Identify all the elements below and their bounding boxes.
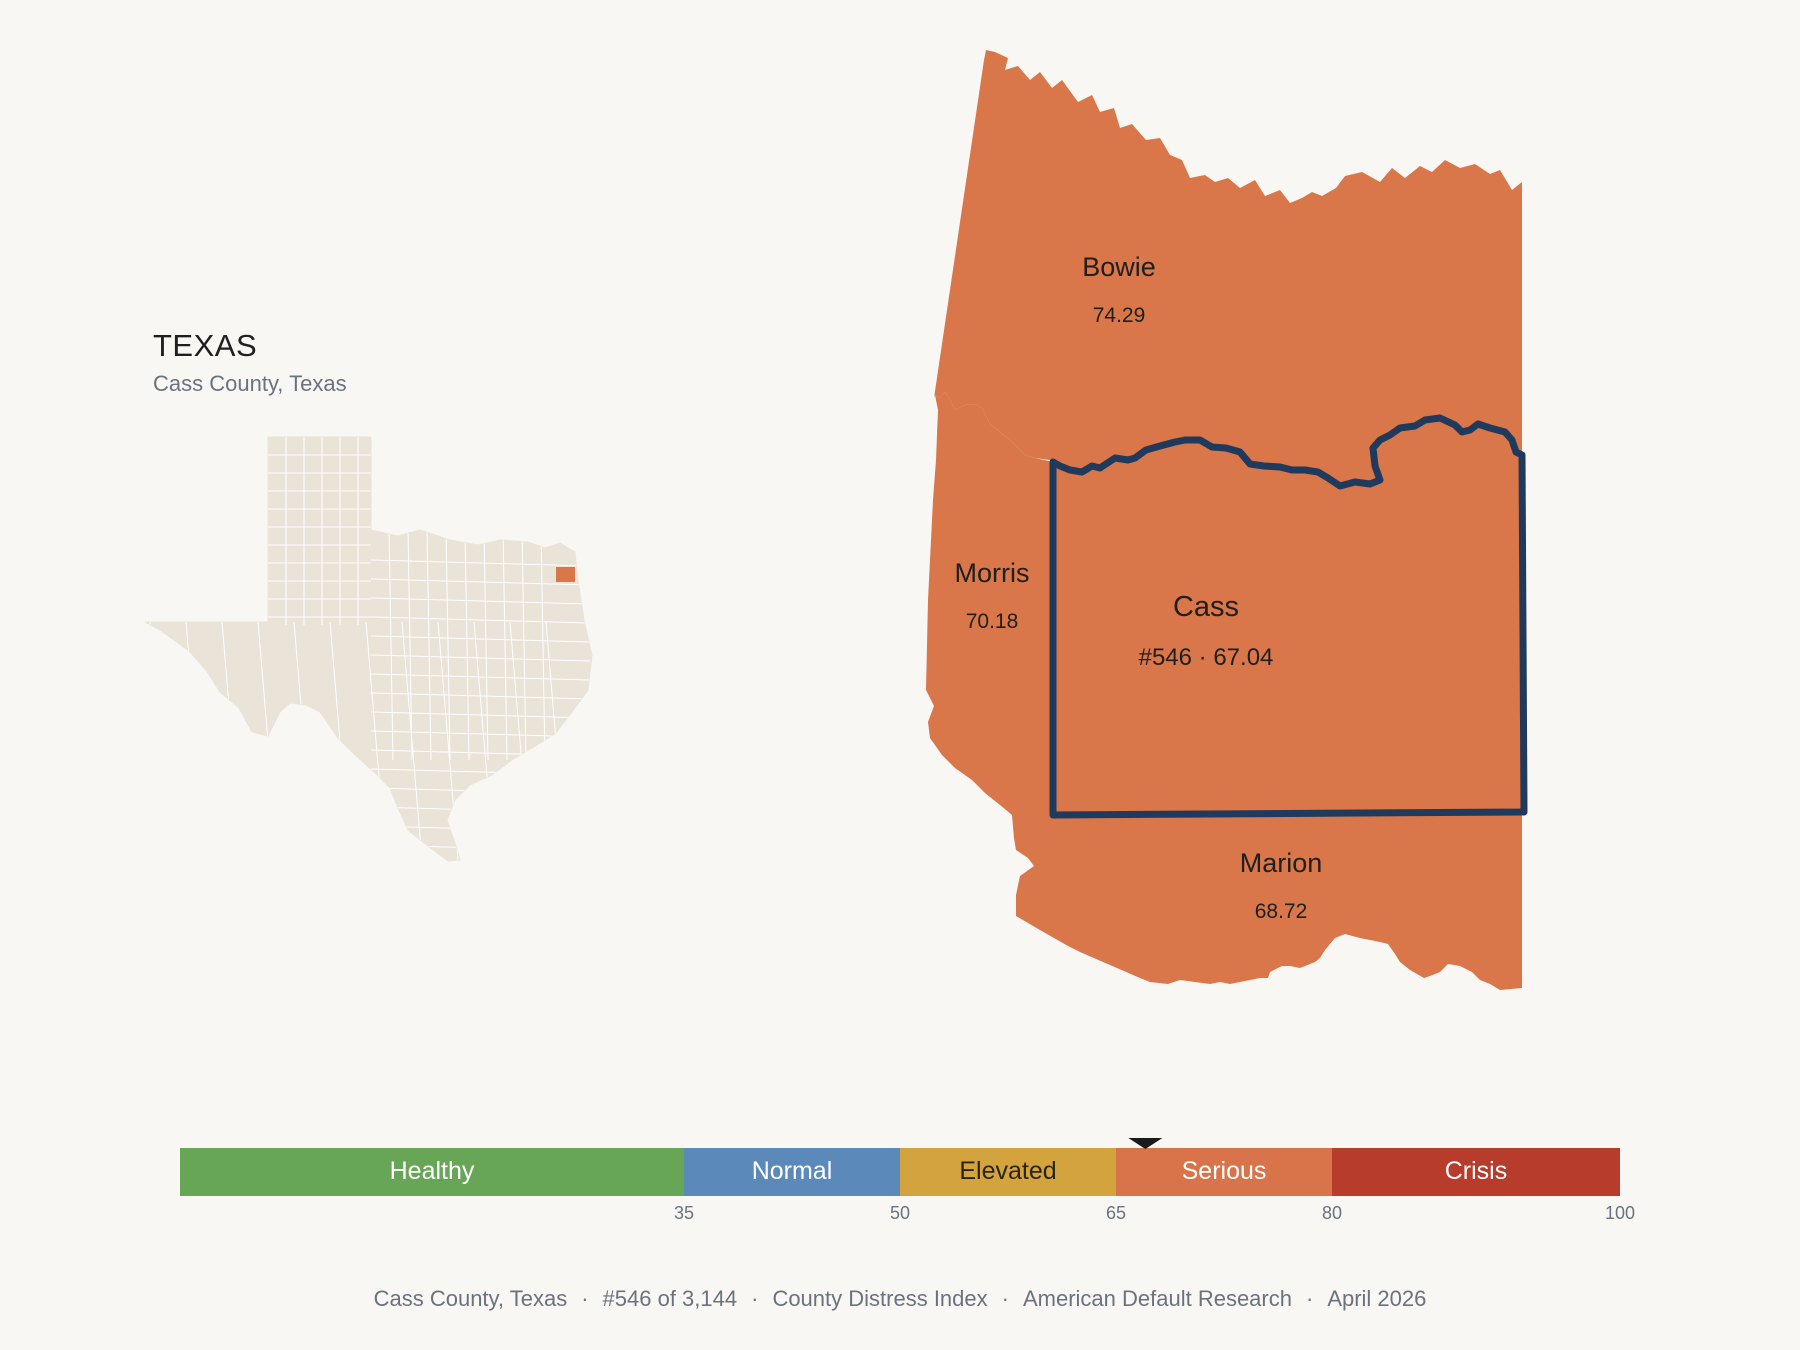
bowie-value-label: 74.29 <box>1093 304 1146 327</box>
scale-band-label: Crisis <box>1445 1157 1508 1185</box>
county-border-line <box>370 844 591 852</box>
marion-name-label: Marion <box>1240 848 1323 878</box>
footer-date: April 2026 <box>1327 1286 1427 1311</box>
county-border-line <box>370 635 591 643</box>
distress-scale-legend: Healthy Normal Elevated Serious Crisis 35 50 65… <box>180 1138 1635 1223</box>
scale-band-healthy <box>180 1148 684 1196</box>
scale-tick-label: 65 <box>1106 1203 1126 1223</box>
bowie-name-label: Bowie <box>1082 252 1156 282</box>
scale-band-label: Serious <box>1182 1157 1267 1185</box>
scale-tick-label: 35 <box>674 1203 694 1223</box>
scale-band-normal <box>684 1148 900 1196</box>
scale-band-label: Elevated <box>959 1157 1056 1185</box>
scale-tick-label: 100 <box>1605 1203 1635 1223</box>
county-border-line <box>483 529 489 761</box>
scale-band-label: Healthy <box>390 1157 475 1185</box>
scale-tick-label: 80 <box>1322 1203 1342 1223</box>
scale-tick-label: 50 <box>890 1203 910 1223</box>
morris-name-label: Morris <box>955 558 1030 588</box>
footer-caption: Cass County, Texas · #546 of 3,144 · County … <box>0 1286 1800 1312</box>
scale-band-serious <box>1116 1148 1332 1196</box>
marion-county-shape[interactable] <box>1012 812 1522 990</box>
footer-separator: · <box>751 1286 759 1311</box>
county-border-line <box>370 597 591 605</box>
cass-rank-value-label: #546 · 67.04 <box>1139 644 1274 671</box>
cass-county-shape[interactable] <box>1049 414 1528 819</box>
county-border-line <box>370 673 591 681</box>
footer-index: County Distress Index <box>772 1286 988 1311</box>
footer-source: American Default Research <box>1022 1286 1292 1311</box>
texas-inset-map <box>144 436 593 862</box>
morris-county-shape[interactable] <box>926 392 1053 815</box>
county-border-line <box>149 621 171 861</box>
county-border-line <box>370 578 591 586</box>
footer-separator: · <box>1001 1286 1009 1311</box>
bowie-county-shape[interactable] <box>934 50 1522 486</box>
scale-band-crisis <box>1332 1148 1620 1196</box>
scale-band-elevated <box>900 1148 1116 1196</box>
state-title: TEXAS <box>153 328 258 363</box>
county-detail-map <box>926 50 1528 990</box>
county-border-line <box>407 529 413 761</box>
footer-rank: #546 of 3,144 <box>602 1286 738 1311</box>
cass-county-locator <box>556 567 575 582</box>
cass-name-label: Cass <box>1173 591 1239 623</box>
county-border-line <box>370 559 591 567</box>
scale-band-label: Normal <box>752 1157 833 1185</box>
marion-value-label: 68.72 <box>1255 900 1308 923</box>
footer-county: Cass County, Texas <box>373 1286 568 1311</box>
county-border-line <box>445 529 451 761</box>
county-border-line <box>426 529 432 761</box>
footer-separator: · <box>581 1286 589 1311</box>
county-border-line <box>502 529 508 761</box>
county-border-line <box>464 529 470 761</box>
scale-marker-icon <box>1128 1138 1163 1149</box>
footer-separator: · <box>1305 1286 1314 1311</box>
county-border-line <box>388 529 394 761</box>
morris-value-label: 70.18 <box>966 610 1019 633</box>
county-border-line <box>370 616 591 624</box>
county-border-line <box>370 825 591 833</box>
county-border-line <box>370 654 591 662</box>
county-border-line <box>521 529 527 761</box>
county-border-line <box>401 621 423 861</box>
county-border-line <box>540 529 546 761</box>
state-subtitle: Cass County, Texas <box>153 371 347 396</box>
